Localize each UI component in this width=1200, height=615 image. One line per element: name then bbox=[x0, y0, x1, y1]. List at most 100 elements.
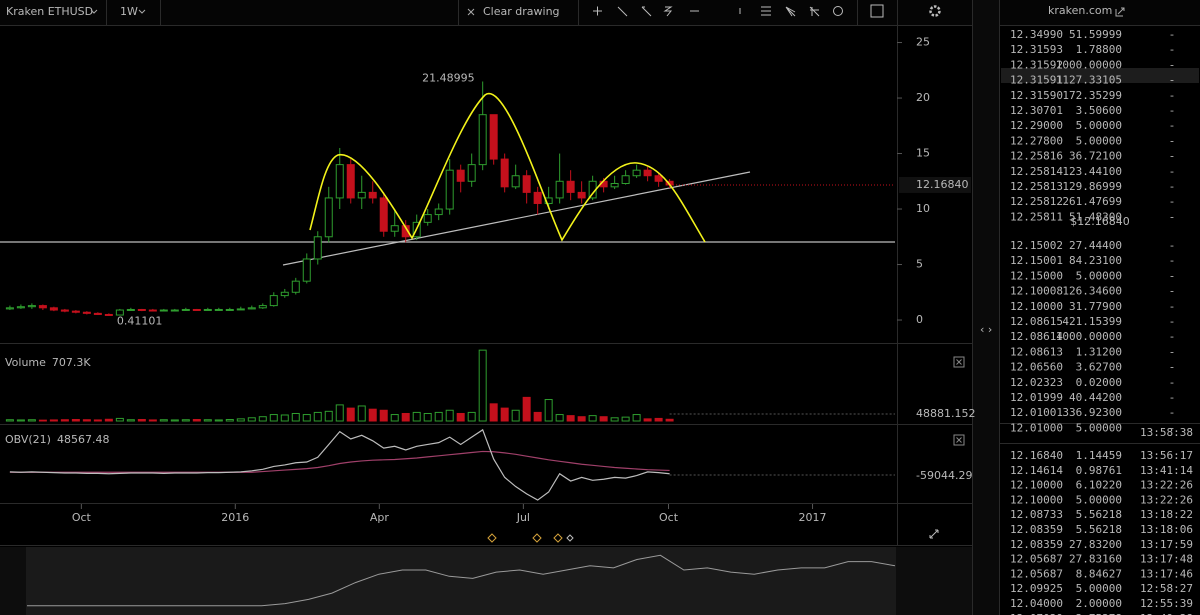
amount: 1127.33105 bbox=[1056, 74, 1122, 87]
price: 12.31590 bbox=[1010, 89, 1063, 102]
fullscreen-icon[interactable] bbox=[929, 529, 939, 539]
price: 12.15002 bbox=[1010, 239, 1063, 252]
last-price-label: 12.16840 bbox=[916, 178, 969, 191]
empty-mark: - bbox=[1170, 300, 1174, 313]
panel-borders bbox=[0, 0, 1000, 615]
price: 12.01999 bbox=[1010, 391, 1063, 404]
volume-bar bbox=[302, 414, 311, 422]
trade-time: 13:17:48 bbox=[1140, 553, 1193, 566]
candle-body bbox=[610, 183, 619, 188]
price: 12.25812 bbox=[1010, 195, 1063, 208]
candle-body bbox=[104, 313, 113, 316]
candle-body bbox=[115, 309, 124, 316]
volume-bar bbox=[588, 415, 597, 422]
price: 12.08613 bbox=[1010, 345, 1063, 358]
interval-selector[interactable]: 1W bbox=[120, 5, 138, 18]
candle-body bbox=[236, 308, 245, 311]
volume-bar bbox=[390, 414, 399, 422]
amount: 2.00000 bbox=[1076, 597, 1122, 610]
empty-mark: - bbox=[1170, 254, 1174, 267]
volume-bar bbox=[324, 410, 333, 422]
symbol-selector[interactable]: Kraken ETHUSD bbox=[6, 5, 93, 18]
candle-body bbox=[170, 309, 179, 312]
trade-time: 13:41:14 bbox=[1140, 464, 1193, 477]
volume-bar bbox=[643, 418, 652, 422]
amount: 40.44200 bbox=[1069, 391, 1122, 404]
empty-mark: - bbox=[1170, 421, 1174, 434]
low-label: 0.41101 bbox=[117, 314, 163, 327]
candle-body bbox=[148, 309, 157, 312]
empty-mark: - bbox=[1170, 74, 1174, 87]
empty-mark: - bbox=[1170, 269, 1174, 282]
volume-bar bbox=[313, 411, 322, 422]
amount: 129.86999 bbox=[1062, 180, 1122, 193]
volume-bar bbox=[522, 396, 531, 422]
volume-bar bbox=[93, 419, 102, 422]
volume-bar bbox=[126, 419, 135, 422]
candle-body bbox=[632, 169, 641, 177]
clear-drawing-button[interactable]: Clear drawing bbox=[483, 5, 560, 18]
indicator-button[interactable] bbox=[870, 4, 884, 18]
candle-body bbox=[71, 310, 80, 313]
collapse-bar[interactable] bbox=[973, 0, 999, 615]
volume-bar bbox=[555, 414, 564, 422]
candle-body bbox=[555, 180, 564, 199]
amount: 5.56218 bbox=[1076, 523, 1122, 536]
price: 12.05687 bbox=[1010, 553, 1063, 566]
volume-bar bbox=[104, 418, 113, 422]
price: 12.10008 bbox=[1010, 285, 1063, 298]
external-link-icon[interactable] bbox=[1115, 7, 1125, 17]
candle-body bbox=[16, 306, 25, 309]
candle-body bbox=[445, 169, 454, 210]
volume-bar bbox=[632, 414, 641, 422]
y-tick-label: 10 bbox=[916, 202, 930, 215]
amount: 36.72100 bbox=[1069, 150, 1122, 163]
drawing-tools[interactable] bbox=[593, 6, 843, 17]
amount: 51.48300 bbox=[1069, 210, 1122, 223]
close-obv[interactable] bbox=[953, 434, 965, 446]
amount: 5.00000 bbox=[1076, 269, 1122, 282]
volume-bar bbox=[269, 414, 278, 422]
candle-body bbox=[467, 164, 476, 182]
empty-mark: - bbox=[1170, 134, 1174, 147]
empty-mark: - bbox=[1170, 361, 1174, 374]
volume-bar bbox=[170, 419, 179, 422]
candle-body bbox=[346, 164, 355, 199]
dropdown-icon bbox=[90, 9, 98, 14]
price: 12.25813 bbox=[1010, 180, 1063, 193]
obv-ma-line bbox=[9, 450, 670, 473]
x-tick-label: 2017 bbox=[799, 511, 827, 524]
volume-bar bbox=[236, 418, 245, 422]
volume-bar bbox=[357, 405, 366, 422]
volume-bar bbox=[38, 419, 47, 422]
amount: 5.00000 bbox=[1076, 582, 1122, 595]
price: 12.08615 bbox=[1010, 315, 1063, 328]
empty-mark: - bbox=[1170, 150, 1174, 163]
empty-mark: - bbox=[1170, 180, 1174, 193]
candle-body bbox=[181, 308, 190, 311]
candle-body bbox=[500, 158, 509, 188]
volume-bar bbox=[621, 416, 630, 422]
candle-body bbox=[522, 175, 531, 193]
price: 12.29000 bbox=[1010, 119, 1063, 132]
candle-body bbox=[544, 197, 553, 204]
trade-time: 13:18:22 bbox=[1140, 508, 1193, 521]
close-volume[interactable] bbox=[953, 356, 965, 368]
volume-bar bbox=[665, 418, 674, 422]
candle-body bbox=[489, 114, 498, 160]
settings-button[interactable] bbox=[929, 5, 941, 17]
price: 12.09925 bbox=[1010, 582, 1063, 595]
amount: 5.56218 bbox=[1076, 508, 1122, 521]
price: 12.08614 bbox=[1010, 330, 1063, 343]
navigator-window[interactable] bbox=[26, 547, 896, 615]
volume-bar bbox=[478, 349, 487, 422]
candle-body bbox=[533, 191, 542, 204]
amount: 5.00000 bbox=[1076, 134, 1122, 147]
volume-bar bbox=[544, 399, 553, 422]
volume-bar bbox=[181, 419, 190, 422]
volume-bar bbox=[258, 416, 267, 422]
price: 12.30701 bbox=[1010, 104, 1063, 117]
price: 12.08733 bbox=[1010, 508, 1063, 521]
candle-body bbox=[203, 308, 212, 311]
volume-bar bbox=[203, 419, 212, 422]
